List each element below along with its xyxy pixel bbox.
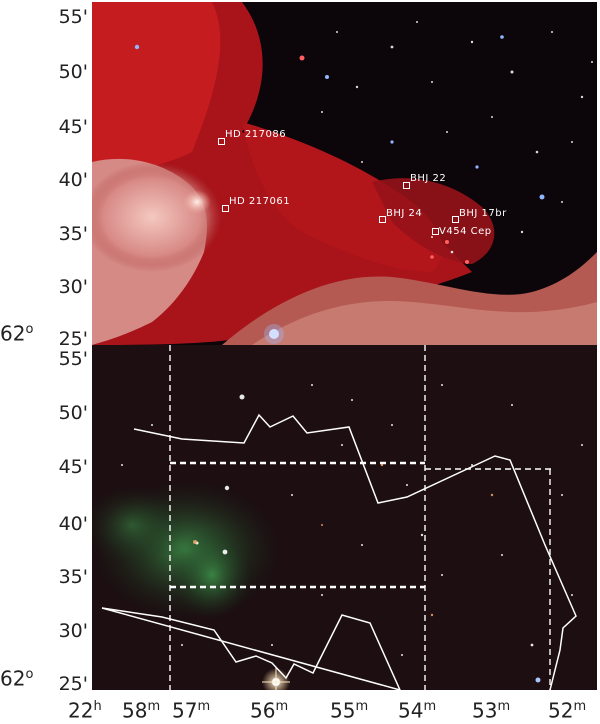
optical-image	[92, 345, 597, 690]
y-tick-top-40: 40'	[58, 169, 88, 191]
infrared-image-panel: HD 217086 HD 217061 BHJ 22 BHJ 24 BHJ 17…	[92, 2, 597, 345]
y-corner-top-unit: o	[25, 322, 34, 337]
x-tick-55m-value: 55	[330, 698, 356, 723]
x-tick-54m-unit: m	[423, 699, 437, 714]
y-tick-top-50: 50'	[58, 61, 88, 83]
y-tick-bottom-50: 50'	[58, 402, 88, 424]
x-tick-58m-value: 58	[122, 698, 148, 723]
y-corner-bottom-unit: o	[25, 667, 34, 682]
y-tick-bottom-40: 40'	[58, 513, 88, 535]
survey-field-lines	[169, 345, 552, 690]
x-tick-22h-unit: h	[93, 699, 102, 714]
coverage-outline	[101, 413, 577, 690]
y-tick-bottom-30: 30'	[58, 620, 88, 642]
y-tick-top-25: 25'	[58, 328, 88, 350]
x-tick-58m: 58m	[122, 700, 160, 721]
star-label-v454-cep: V454 Cep	[439, 226, 492, 237]
x-tick-52m: 52m	[548, 700, 586, 721]
star-label-bhj-17br: BHJ 17br	[459, 208, 507, 219]
star-label-bhj-22: BHJ 22	[410, 173, 447, 184]
x-tick-53m: 53m	[472, 700, 510, 721]
star-label-bhj-24: BHJ 24	[386, 208, 423, 219]
x-tick-22h-value: 22	[68, 698, 94, 723]
optical-image-panel	[92, 345, 597, 690]
y-corner-top: 62o	[0, 323, 33, 344]
star-label-hd-217086: HD 217086	[225, 129, 287, 140]
x-tick-55m-unit: m	[355, 699, 369, 714]
y-tick-bottom-25: 25'	[58, 673, 88, 695]
x-tick-54m: 54m	[398, 700, 436, 721]
y-tick-top-35: 35'	[58, 223, 88, 245]
x-tick-53m-value: 53	[472, 698, 498, 723]
y-tick-top-55: 55'	[58, 6, 88, 28]
star-label-hd-217061: HD 217061	[229, 196, 291, 207]
x-tick-57m-unit: m	[197, 699, 211, 714]
star-marker-bhj-17br	[452, 216, 459, 223]
x-tick-56m: 56m	[250, 700, 288, 721]
x-tick-58m-unit: m	[147, 699, 161, 714]
x-tick-22h: 22h	[68, 700, 102, 721]
y-corner-top-deg: 62	[0, 321, 26, 346]
y-tick-bottom-45: 45'	[58, 456, 88, 478]
star-marker-hd-217061	[222, 205, 229, 212]
x-tick-52m-value: 52	[548, 698, 574, 723]
x-tick-56m-value: 56	[250, 698, 276, 723]
x-tick-53m-unit: m	[497, 699, 511, 714]
x-tick-57m-value: 57	[172, 698, 198, 723]
star-marker-bhj-22	[403, 182, 410, 189]
y-tick-top-30: 30'	[58, 276, 88, 298]
y-tick-top-45: 45'	[58, 116, 88, 138]
star-marker-v454-cep	[432, 228, 439, 235]
star-marker-hd-217086	[218, 138, 225, 145]
y-corner-bottom-deg: 62	[0, 666, 26, 691]
x-tick-54m-value: 54	[398, 698, 424, 723]
y-tick-bottom-55: 55'	[58, 348, 88, 370]
x-tick-56m-unit: m	[275, 699, 289, 714]
x-tick-55m: 55m	[330, 700, 368, 721]
infrared-image	[92, 2, 597, 345]
y-corner-bottom: 62o	[0, 668, 33, 689]
star-marker-bhj-24	[379, 216, 386, 223]
x-tick-52m-unit: m	[573, 699, 587, 714]
x-tick-57m: 57m	[172, 700, 210, 721]
y-tick-bottom-35: 35'	[58, 566, 88, 588]
